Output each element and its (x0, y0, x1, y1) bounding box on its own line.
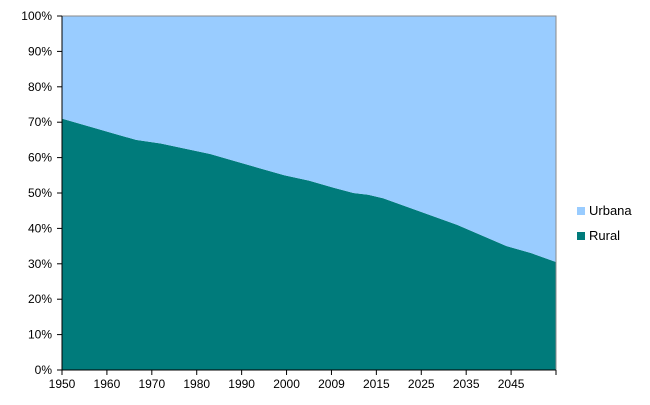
y-tick-label: 0% (35, 363, 53, 377)
legend: Urbana Rural (577, 203, 632, 243)
area-rural (62, 118, 556, 370)
x-tick-label: 2045 (498, 377, 525, 391)
y-tick-label: 50% (28, 186, 52, 200)
axes: 0% 10% 20% 30% 40% 50% 60% 70% 80% 90% 100% 1950 196… (21, 9, 557, 391)
x-tick-label: 2009 (318, 377, 345, 391)
area-urbana (62, 16, 556, 263)
x-tick-label: 2015 (363, 377, 390, 391)
y-tick-label: 10% (28, 328, 52, 342)
x-tick-label: 2035 (453, 377, 480, 391)
y-tick-label: 80% (28, 80, 52, 94)
legend-swatch-rural (577, 232, 585, 240)
x-tick-label: 1990 (228, 377, 255, 391)
x-tick-label: 2025 (408, 377, 435, 391)
legend-label-urbana: Urbana (589, 203, 632, 218)
legend-swatch-urbana (577, 207, 585, 215)
y-tick-label: 40% (28, 221, 52, 235)
y-tick-label: 20% (28, 292, 52, 306)
y-tick-label: 100% (21, 9, 52, 23)
x-tick-label: 1960 (94, 377, 121, 391)
x-tick-label: 1950 (49, 377, 76, 391)
y-tick-label: 70% (28, 115, 52, 129)
y-tick-label: 60% (28, 151, 52, 165)
x-tick-label: 2000 (273, 377, 300, 391)
x-tick-label: 1980 (183, 377, 210, 391)
plot-area (61, 15, 557, 371)
legend-label-rural: Rural (589, 228, 620, 243)
x-tick-label: 1970 (138, 377, 165, 391)
y-tick-label: 90% (28, 44, 52, 58)
y-tick-label: 30% (28, 257, 52, 271)
